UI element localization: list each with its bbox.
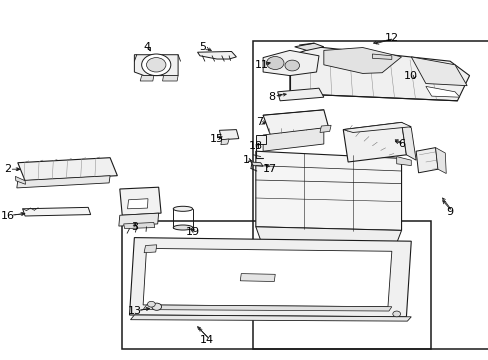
Polygon shape (289, 47, 468, 101)
Polygon shape (250, 162, 263, 166)
Bar (122, 221, 430, 349)
Polygon shape (255, 227, 401, 256)
Polygon shape (162, 76, 178, 81)
Polygon shape (263, 50, 318, 76)
Polygon shape (22, 207, 90, 216)
Polygon shape (415, 148, 437, 173)
Polygon shape (294, 43, 323, 50)
Polygon shape (263, 254, 391, 268)
Polygon shape (17, 176, 110, 188)
Polygon shape (425, 86, 459, 97)
Text: 19: 19 (185, 227, 199, 237)
Text: 4: 4 (142, 42, 150, 52)
Polygon shape (134, 55, 178, 76)
Text: 12: 12 (384, 33, 398, 43)
Text: 14: 14 (200, 335, 214, 345)
Text: 10: 10 (404, 71, 417, 81)
Polygon shape (197, 51, 236, 59)
Polygon shape (435, 148, 446, 174)
Polygon shape (127, 199, 148, 209)
Polygon shape (18, 158, 117, 181)
Ellipse shape (173, 206, 192, 211)
Polygon shape (255, 135, 265, 148)
Circle shape (147, 301, 155, 307)
Polygon shape (401, 122, 415, 160)
Text: 5: 5 (199, 42, 205, 52)
Polygon shape (255, 151, 401, 230)
Polygon shape (144, 245, 156, 253)
Text: 16: 16 (1, 211, 15, 221)
Polygon shape (277, 88, 323, 101)
Text: 3: 3 (131, 222, 138, 232)
Polygon shape (219, 130, 238, 140)
Circle shape (142, 54, 170, 76)
Circle shape (392, 311, 400, 317)
Polygon shape (15, 176, 25, 184)
Polygon shape (263, 110, 328, 135)
Polygon shape (129, 238, 410, 317)
Text: 13: 13 (127, 306, 141, 316)
Polygon shape (140, 76, 154, 81)
Polygon shape (120, 187, 161, 215)
Polygon shape (143, 248, 391, 307)
Text: 2: 2 (4, 164, 12, 174)
Circle shape (266, 57, 284, 69)
Circle shape (146, 58, 165, 72)
Polygon shape (263, 128, 323, 151)
Text: 18: 18 (249, 141, 263, 151)
Polygon shape (143, 305, 391, 311)
Text: 9: 9 (446, 207, 453, 217)
Circle shape (152, 303, 161, 310)
Polygon shape (343, 122, 410, 132)
Text: 17: 17 (262, 164, 276, 174)
Text: 1: 1 (242, 155, 249, 165)
Ellipse shape (173, 225, 192, 230)
Text: 11: 11 (254, 60, 268, 70)
Polygon shape (396, 157, 410, 166)
Polygon shape (323, 48, 401, 73)
Text: 15: 15 (209, 134, 224, 144)
Polygon shape (319, 125, 330, 132)
Circle shape (285, 60, 299, 71)
Polygon shape (240, 274, 275, 282)
Bar (253, 41, 488, 349)
Polygon shape (372, 54, 391, 59)
Polygon shape (343, 122, 406, 162)
Text: 8: 8 (267, 92, 274, 102)
Polygon shape (410, 57, 466, 86)
Text: 7: 7 (255, 117, 262, 127)
Polygon shape (221, 139, 229, 145)
Polygon shape (130, 315, 410, 321)
Polygon shape (123, 222, 155, 229)
Text: 6: 6 (397, 139, 404, 149)
Polygon shape (119, 213, 158, 226)
